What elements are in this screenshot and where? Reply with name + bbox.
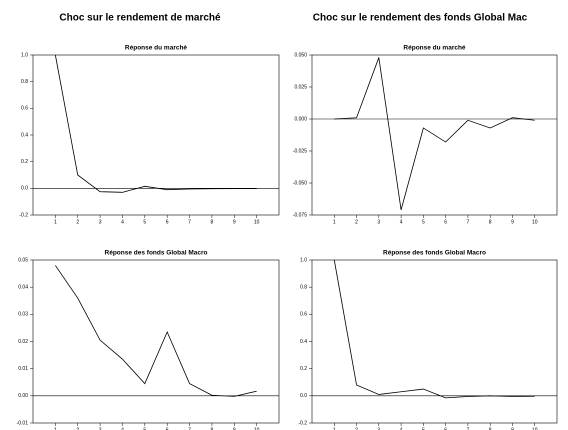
x-tick-label: 7 [188, 427, 191, 430]
y-tick-label: 0.4 [21, 132, 28, 138]
x-tick-label: 1 [54, 427, 57, 430]
x-tick-label: 8 [489, 427, 492, 430]
series-line [333, 259, 535, 399]
x-tick-label: 9 [511, 219, 514, 225]
x-tick-label: 10 [532, 219, 538, 225]
subplot-title: Réponse des fonds Global Macro [105, 250, 208, 257]
y-tick-label: 0.8 [300, 284, 307, 290]
x-tick-label: 6 [166, 427, 169, 430]
x-tick-label: 2 [76, 219, 79, 225]
x-tick-label: 10 [254, 219, 260, 225]
y-tick-label: 0.6 [21, 106, 28, 112]
x-tick-label: 3 [377, 219, 380, 225]
x-tick-label: 7 [467, 427, 470, 430]
y-tick-label: 1.0 [300, 257, 307, 263]
x-tick-label: 8 [489, 219, 492, 225]
x-tick-label: 10 [532, 427, 538, 430]
plot-frame [311, 54, 558, 216]
x-tick-label: 2 [355, 219, 358, 225]
x-tick-label: 4 [121, 427, 124, 430]
x-tick-label: 2 [355, 427, 358, 430]
x-tick-label: 5 [422, 427, 425, 430]
x-tick-label: 9 [233, 427, 236, 430]
x-tick-label: 6 [166, 219, 169, 225]
x-tick-label: 3 [99, 427, 102, 430]
subplot: Réponse des fonds Global Macro -0.2 0.0 0.2… [298, 250, 558, 430]
y-tick-label: 0.025 [294, 84, 307, 90]
subplot: Réponse des fonds Global Macro -0.01 0.00 0… [17, 250, 280, 430]
y-tick-label: 0.050 [294, 52, 307, 58]
y-tick-label: 0.01 [18, 366, 28, 372]
y-tick-label: 0.2 [21, 159, 28, 165]
y-tick-label: 0.8 [21, 79, 28, 85]
x-tick-label: 5 [143, 427, 146, 430]
y-tick-label: 0.2 [300, 366, 307, 372]
x-tick-label: 10 [254, 427, 260, 430]
subplot: Réponse du marché -0.075 -0.050 -0.025 0.000… [293, 45, 558, 225]
y-tick-label: 0.05 [18, 257, 28, 263]
x-tick-label: 7 [188, 219, 191, 225]
x-tick-label: 3 [377, 427, 380, 430]
column-header: Choc sur le rendement des fonds Global M… [313, 13, 528, 24]
x-tick-label: 1 [333, 427, 336, 430]
y-tick-label: 0.00 [18, 393, 28, 399]
y-tick-label: -0.2 [19, 212, 28, 218]
x-tick-label: 8 [211, 427, 214, 430]
column-header: Choc sur le rendement de marché [59, 13, 221, 24]
y-tick-label: -0.050 [293, 180, 307, 186]
subplot-title: Réponse du marché [125, 45, 188, 52]
subplot-title: Réponse du marché [403, 45, 466, 52]
series-line [54, 54, 257, 193]
series-line [334, 57, 535, 210]
x-tick-label: 1 [333, 219, 336, 225]
y-tick-label: 0.000 [294, 116, 307, 122]
x-tick-label: 3 [99, 219, 102, 225]
y-tick-label: -0.075 [293, 212, 307, 218]
y-tick-label: 0.02 [18, 339, 28, 345]
y-tick-label: 0.0 [21, 186, 28, 192]
x-tick-label: 1 [54, 219, 57, 225]
y-tick-label: 0.0 [300, 393, 307, 399]
x-tick-label: 5 [422, 219, 425, 225]
x-tick-label: 6 [444, 219, 447, 225]
x-tick-label: 9 [233, 219, 236, 225]
y-tick-label: 1.0 [21, 52, 28, 58]
plot-frame [32, 259, 280, 424]
x-tick-label: 4 [121, 219, 124, 225]
y-tick-label: -0.2 [298, 420, 307, 426]
subplot-title: Réponse des fonds Global Macro [383, 250, 486, 257]
y-tick-label: 0.6 [300, 312, 307, 318]
x-tick-label: 6 [444, 427, 447, 430]
subplot: Réponse du marché -0.2 0.0 0.2 0.4 0.6 0.8 1.0 1… [19, 45, 280, 225]
y-tick-label: 0.4 [300, 339, 307, 345]
series-line [55, 265, 257, 397]
y-tick-label: 0.04 [18, 284, 28, 290]
y-tick-label: -0.01 [17, 420, 29, 426]
x-tick-label: 4 [400, 219, 403, 225]
x-tick-label: 5 [143, 219, 146, 225]
x-tick-label: 7 [467, 219, 470, 225]
x-tick-label: 2 [76, 427, 79, 430]
x-tick-label: 9 [511, 427, 514, 430]
x-tick-label: 8 [211, 219, 214, 225]
y-tick-label: -0.025 [293, 148, 307, 154]
y-tick-label: 0.03 [18, 312, 28, 318]
x-tick-label: 4 [400, 427, 403, 430]
